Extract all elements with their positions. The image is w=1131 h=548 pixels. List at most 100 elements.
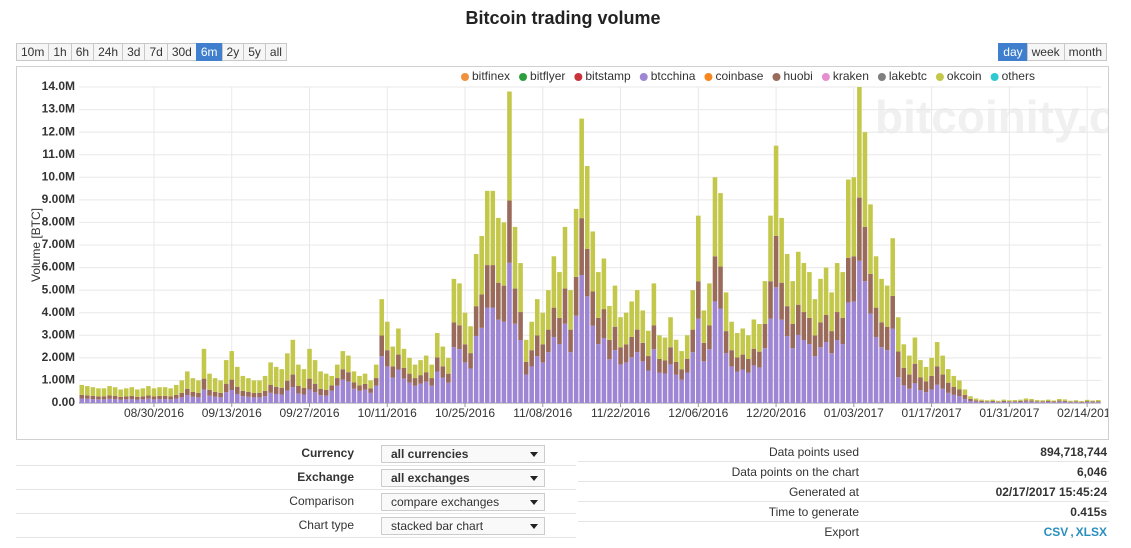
bar-segment <box>957 389 962 397</box>
view-button[interactable]: month <box>1063 43 1107 61</box>
bar-segment <box>268 384 273 393</box>
bar-segment <box>623 344 629 363</box>
range-button[interactable]: 24h <box>93 43 124 61</box>
legend-marker <box>704 73 713 81</box>
bar-segment <box>218 380 223 393</box>
bar-segment <box>318 388 323 396</box>
range-button[interactable]: 30d <box>166 43 197 61</box>
bar-segment <box>790 323 796 349</box>
form-select[interactable]: all exchanges <box>381 469 545 487</box>
bar-segment <box>235 386 240 394</box>
bar-segment <box>651 325 657 350</box>
bar-segment <box>884 285 890 327</box>
export-link[interactable]: XLSX <box>1075 525 1107 539</box>
bar-segment <box>1001 399 1007 401</box>
bar-segment <box>90 395 96 400</box>
bar-segment <box>396 328 401 355</box>
bar-segment <box>312 360 318 384</box>
view-button[interactable]: day <box>998 43 1028 61</box>
stat-label: Data points on the chart <box>731 465 859 479</box>
bar-segment <box>879 347 884 403</box>
range-button[interactable]: 3d <box>122 43 146 61</box>
bar-segment <box>801 312 807 341</box>
view-button[interactable]: week <box>1026 43 1065 61</box>
bar-segment <box>823 314 829 343</box>
range-button[interactable]: 2y <box>221 43 245 61</box>
bar-segment <box>834 340 840 403</box>
range-button[interactable]: 5y <box>243 43 266 61</box>
bar-segment <box>818 347 823 403</box>
bar-segment <box>1057 398 1062 401</box>
range-button[interactable]: all <box>264 43 287 61</box>
bar-segment <box>868 313 873 403</box>
separator <box>16 465 576 466</box>
bar-segment <box>718 193 723 267</box>
bar-segment <box>162 399 168 403</box>
bar-segment <box>1068 401 1073 403</box>
bar-segment <box>912 383 918 403</box>
bar-segment <box>396 354 401 370</box>
bar-segment <box>1079 401 1084 403</box>
bar-segment <box>135 399 140 403</box>
bar-segment <box>357 375 362 386</box>
range-button[interactable]: 1h <box>48 43 72 61</box>
y-tick-label: 0.00 <box>52 395 76 409</box>
bar-segment <box>85 386 90 396</box>
range-button[interactable]: 7d <box>144 43 168 61</box>
bar-segment <box>318 395 323 403</box>
bar-segment <box>107 398 112 403</box>
bar-segment <box>1073 402 1079 403</box>
bar-segment <box>407 373 412 383</box>
bar-segment <box>357 385 362 391</box>
bar-segment <box>185 371 190 389</box>
bar-segment <box>251 397 257 403</box>
bar-segment <box>1007 400 1012 402</box>
bar-segment <box>112 399 118 403</box>
bar-segment <box>201 348 207 379</box>
legend-marker <box>574 73 583 81</box>
bar-segment <box>151 396 157 400</box>
y-tick-label: 13.0M <box>42 102 75 116</box>
bar-segment <box>412 385 418 403</box>
export-link[interactable]: CSV <box>1043 525 1069 539</box>
bar-segment <box>1029 400 1034 402</box>
bar-segment <box>784 306 790 336</box>
legend-marker <box>772 73 781 81</box>
chart-frame: bitcoinity.org Volume [BTC] 0.00 1.00M 2.0… <box>16 66 1109 440</box>
range-button[interactable]: 6m <box>195 43 223 61</box>
bar-segment <box>518 312 523 341</box>
bar-segment <box>840 272 845 318</box>
range-button[interactable]: 10m <box>16 43 50 61</box>
form-select[interactable]: all currencies <box>381 445 545 463</box>
bar-segment <box>951 394 957 403</box>
bar-segment <box>384 350 390 367</box>
bar-segment <box>1034 401 1040 403</box>
x-tick-label: 01/17/2017 <box>902 406 962 420</box>
bar-segment <box>279 387 285 395</box>
bar-segment <box>590 231 596 292</box>
y-tick-label: 6.00M <box>42 260 75 274</box>
form-select[interactable]: stacked bar chart <box>381 517 545 535</box>
bar-segment <box>618 364 623 403</box>
bar-segment <box>162 395 168 400</box>
y-tick-label: 3.00M <box>42 327 75 341</box>
bar-segment <box>312 392 318 403</box>
form-select[interactable]: compare exchanges <box>381 493 545 511</box>
bar-segment <box>657 372 662 403</box>
bar-segment <box>401 367 407 379</box>
bar-segment <box>746 335 751 359</box>
legend-label: bitflyer <box>530 69 565 83</box>
bar-segment <box>351 388 357 403</box>
bar-segment <box>957 396 962 403</box>
range-button[interactable]: 6h <box>70 43 95 61</box>
legend-marker <box>990 73 999 81</box>
bar-segment <box>1068 400 1073 402</box>
legend-marker <box>639 73 648 81</box>
bar-segment <box>301 369 307 388</box>
bar-segment <box>146 398 151 403</box>
bar-segment <box>1095 401 1101 403</box>
separator <box>578 521 1109 522</box>
bar-segment <box>673 361 679 375</box>
y-tick-label: 2.00M <box>42 350 75 364</box>
bar-segment <box>723 292 729 332</box>
